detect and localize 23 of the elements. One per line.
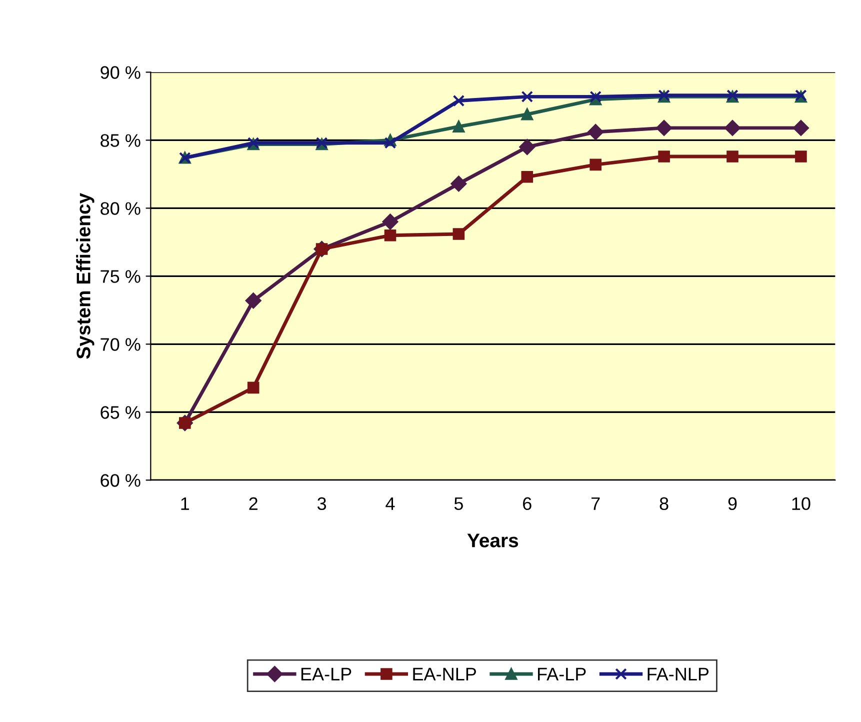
x-tick-label: 7 [592, 497, 600, 510]
y-tick-label: 85 % [100, 134, 140, 147]
x-tick-label: 6 [523, 497, 532, 510]
x-tick-label: 9 [728, 497, 737, 510]
legend-label: EA-NLP [413, 668, 476, 680]
y-tick-label: 65 % [100, 406, 140, 419]
legend-label: EA-LP [301, 668, 352, 680]
y-axis-title: System Efficiency [76, 193, 94, 359]
legend-label: FA-LP [538, 668, 586, 680]
x-axis-title: Years [467, 534, 518, 548]
x-tick-label: 2 [249, 497, 258, 510]
x-tick-label: 4 [386, 497, 395, 510]
x-tick-label: 1 [181, 497, 190, 510]
legend-label: FA-NLP [648, 668, 709, 680]
x-tick-label: 10 [792, 497, 810, 510]
x-tick-label: 3 [317, 497, 326, 510]
x-tick-label: 5 [454, 497, 463, 510]
y-tick-label: 75 % [100, 270, 140, 283]
x-tick-label: 8 [660, 497, 668, 510]
y-tick-label: 90 % [100, 66, 140, 79]
y-tick-label: 80 % [100, 202, 140, 215]
y-tick-label: 70 % [100, 338, 140, 351]
y-tick-label: 60 % [100, 474, 140, 487]
